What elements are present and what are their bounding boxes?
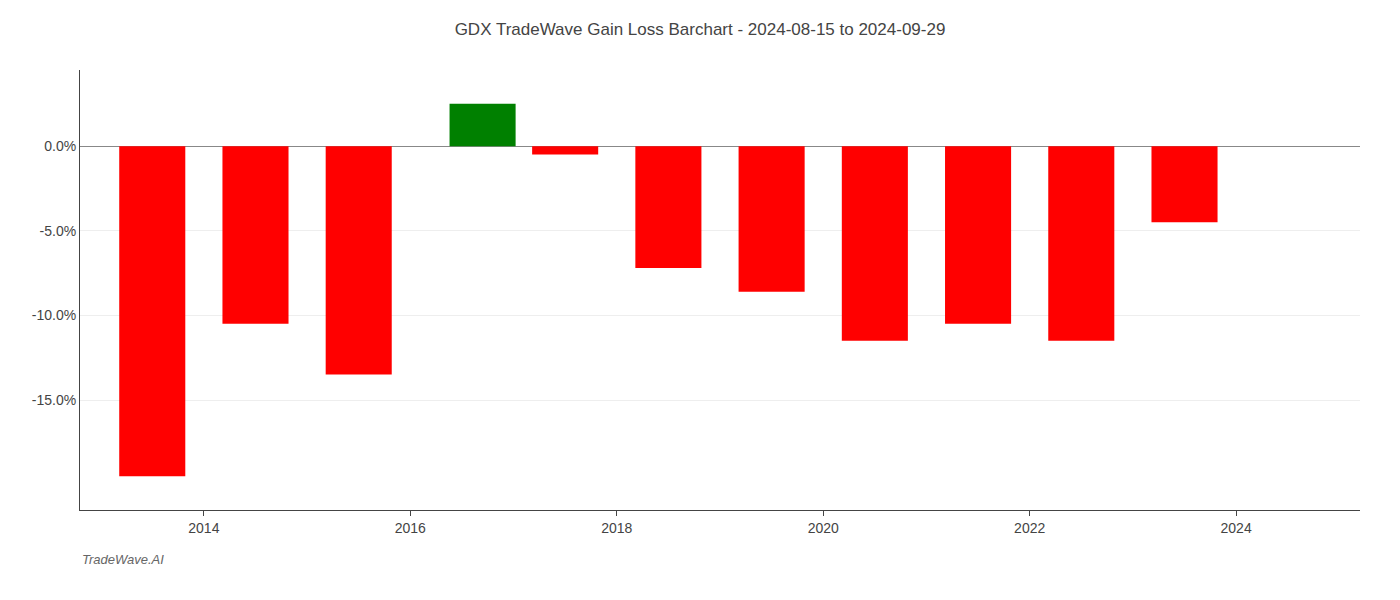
svg-text:2022: 2022 — [1014, 520, 1045, 536]
svg-text:2020: 2020 — [808, 520, 839, 536]
svg-text:2024: 2024 — [1221, 520, 1252, 536]
svg-text:0.0%: 0.0% — [44, 138, 76, 154]
svg-text:-10.0%: -10.0% — [32, 307, 76, 323]
svg-text:2018: 2018 — [601, 520, 632, 536]
svg-text:TradeWave.AI: TradeWave.AI — [82, 552, 164, 567]
svg-text:-15.0%: -15.0% — [32, 392, 76, 408]
svg-text:GDX TradeWave Gain Loss Barcha: GDX TradeWave Gain Loss Barchart - 2024-… — [455, 20, 946, 39]
svg-text:2014: 2014 — [188, 520, 219, 536]
svg-text:2016: 2016 — [395, 520, 426, 536]
svg-text:-5.0%: -5.0% — [40, 223, 77, 239]
